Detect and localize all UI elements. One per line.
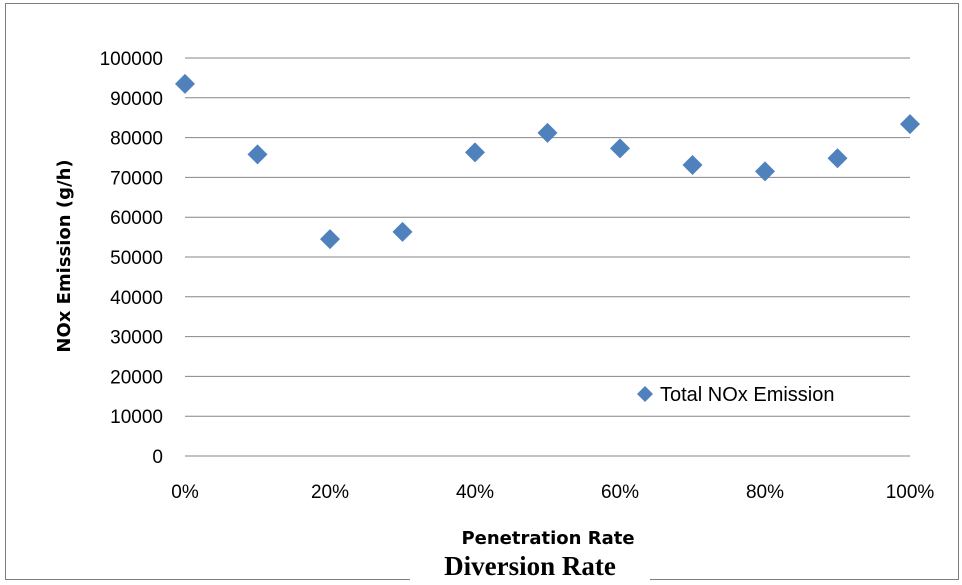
x-tick-label: 20% — [311, 482, 349, 503]
legend-marker — [637, 386, 653, 402]
y-tick-label: 30000 — [110, 328, 163, 349]
y-tick-label: 80000 — [110, 129, 163, 150]
legend: Total NOx Emission — [637, 384, 835, 406]
data-point — [247, 144, 268, 165]
y-tick-label: 20000 — [110, 367, 163, 388]
data-point — [682, 155, 703, 176]
data-point — [610, 138, 630, 159]
data-points — [175, 73, 920, 250]
x-tick-label: 40% — [456, 482, 494, 503]
x-tick-labels: 0% 20% 40% 60% 80% 100% — [171, 482, 934, 503]
caption-background — [410, 545, 650, 585]
x-tick-label: 100% — [886, 482, 935, 503]
data-point — [900, 114, 920, 135]
y-tick-label: 50000 — [110, 248, 163, 269]
x-tick-label: 80% — [746, 482, 784, 503]
data-point — [827, 148, 848, 169]
y-tick-label: 70000 — [110, 168, 163, 189]
x-axis-title: Penetration Rate — [461, 528, 634, 549]
data-point — [537, 122, 558, 143]
y-tick-label: 0 — [152, 447, 163, 468]
legend-label: Total NOx Emission — [660, 384, 835, 406]
data-point — [320, 229, 340, 250]
data-point — [755, 161, 775, 182]
data-point — [175, 73, 195, 94]
y-tick-label: 10000 — [110, 407, 163, 428]
y-tick-label: 60000 — [110, 208, 163, 229]
data-point — [465, 142, 485, 163]
y-tick-label: 40000 — [110, 288, 163, 309]
data-point — [392, 221, 413, 242]
x-tick-label: 60% — [601, 482, 639, 503]
y-tick-labels: 0 10000 20000 30000 40000 50000 60000 70000 8000… — [100, 49, 163, 468]
y-tick-label: 90000 — [110, 89, 163, 110]
y-tick-label: 100000 — [100, 49, 163, 70]
figure-caption: Diversion Rate — [444, 551, 616, 581]
x-tick-label: 0% — [171, 482, 199, 503]
y-axis-title: NOx Emission (g/h) — [54, 159, 75, 352]
